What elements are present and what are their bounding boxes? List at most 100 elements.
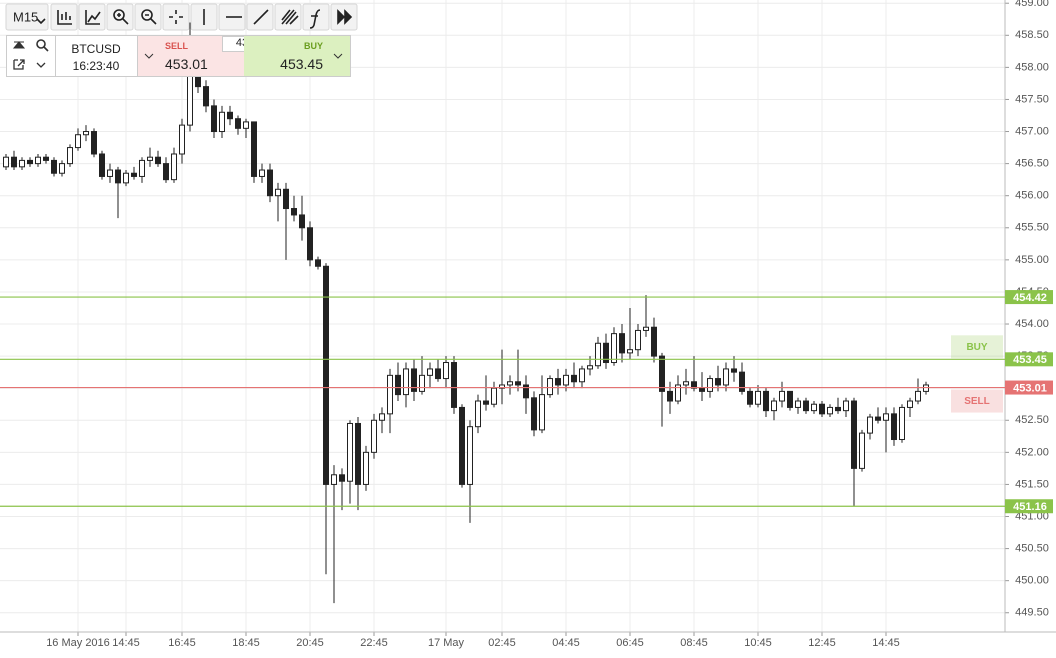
toolbar-icons: [36, 9, 353, 29]
level-price-tag: [1005, 499, 1053, 514]
candle-body: [443, 362, 449, 380]
candle-body: [291, 208, 297, 216]
candle-body: [403, 368, 409, 396]
candle-body: [531, 397, 537, 431]
candle-body: [811, 403, 817, 412]
candle-body: [51, 159, 57, 174]
tool-button[interactable]: [162, 3, 190, 31]
candle-body: [459, 406, 465, 485]
x-tick-label: 16:45: [168, 637, 196, 649]
candle-body: [547, 378, 553, 396]
x-tick-label: 08:45: [680, 637, 708, 649]
candle-body: [243, 121, 249, 129]
level-price-label: 454.42: [1013, 292, 1047, 304]
candle-body: [203, 86, 209, 107]
timeframe-label: M15: [13, 9, 38, 24]
candle-body: [867, 416, 873, 434]
candle-body: [907, 400, 913, 408]
quote-time: 16:23:40: [72, 59, 120, 73]
y-tick-label: 455.00: [1015, 254, 1049, 266]
level-price-tag: [1005, 380, 1053, 395]
tool-button[interactable]: [134, 3, 162, 31]
candle-body: [107, 169, 113, 177]
candle-body: [619, 333, 625, 354]
candle-body: [699, 387, 705, 392]
candle-body: [11, 156, 17, 168]
candle-body: [915, 390, 921, 402]
y-tick-label: 452.50: [1015, 414, 1049, 426]
candle-body: [603, 342, 609, 364]
candle-body: [467, 426, 473, 485]
candle-body: [587, 365, 593, 370]
panel-icons[interactable]: [7, 36, 55, 76]
level-name-tag: [951, 335, 1003, 359]
candle-body: [899, 406, 905, 441]
candle-body: [315, 259, 321, 267]
symbol: BTCUSD: [71, 42, 121, 56]
candle-body: [307, 227, 313, 261]
toolbar: M15: [5, 3, 358, 31]
level-name-label: SELL: [964, 396, 990, 407]
candle-body: [387, 374, 393, 415]
candle-body: [691, 381, 697, 389]
x-tick-label: 17 May: [428, 637, 465, 649]
buy-price: 453.45: [280, 56, 323, 72]
candle-body: [579, 368, 585, 383]
candle-body: [451, 362, 457, 408]
candle-body: [827, 406, 833, 415]
candle-body: [883, 413, 889, 421]
candle-body: [611, 333, 617, 364]
candle-body: [155, 156, 161, 165]
y-tick-label: 458.50: [1015, 29, 1049, 41]
y-tick-label: 454.00: [1015, 318, 1049, 330]
level-price-label: 451.16: [1013, 501, 1047, 513]
candle-body: [643, 326, 649, 331]
candle-body: [435, 368, 441, 380]
y-tick-label: 450.00: [1015, 575, 1049, 587]
candle-body: [83, 131, 89, 136]
x-tick-label: 12:45: [808, 637, 836, 649]
candle-body: [275, 188, 281, 197]
candle-body: [779, 390, 785, 402]
timeframe-button[interactable]: [5, 3, 49, 31]
y-tick-label: 456.50: [1015, 158, 1049, 170]
y-tick-label: 449.50: [1015, 607, 1049, 619]
candle-body: [419, 374, 425, 392]
candle-body: [771, 400, 777, 412]
candle-body: [27, 159, 33, 165]
candle-body: [395, 374, 401, 396]
y-tick-label: 451.50: [1015, 478, 1049, 490]
tool-button[interactable]: [106, 3, 134, 31]
candle-body: [843, 400, 849, 412]
candle-body: [747, 390, 753, 405]
buy-box[interactable]: [244, 36, 350, 76]
candle-body: [235, 118, 241, 129]
candle-body: [707, 378, 713, 392]
candle-body: [555, 378, 561, 386]
candle-body: [299, 214, 305, 229]
buy-label: BUY: [303, 41, 323, 51]
candle-body: [891, 413, 897, 441]
candle-body: [515, 381, 521, 386]
y-tick-label: 452.00: [1015, 446, 1049, 458]
candle-body: [267, 169, 273, 197]
candle-body: [251, 121, 257, 177]
y-tick-label: 455.50: [1015, 222, 1049, 234]
x-tick-label: 16 May 2016: [46, 637, 110, 649]
candle-body: [411, 368, 417, 392]
candle-body: [171, 153, 177, 181]
level-name-label: BUY: [966, 342, 987, 353]
candle-body: [683, 381, 689, 386]
candle-body: [675, 384, 681, 402]
candle-body: [427, 368, 433, 376]
y-tick-label: 457.50: [1015, 93, 1049, 105]
y-tick-label: 451.00: [1015, 510, 1049, 522]
candle-body: [355, 422, 361, 485]
candle-body: [123, 172, 129, 184]
candle-body: [331, 474, 337, 485]
tool-button[interactable]: [50, 3, 78, 31]
candle-body: [67, 147, 73, 165]
candle-body: [635, 329, 641, 351]
candle-body: [3, 156, 9, 168]
y-tick-label: 456.00: [1015, 190, 1049, 202]
